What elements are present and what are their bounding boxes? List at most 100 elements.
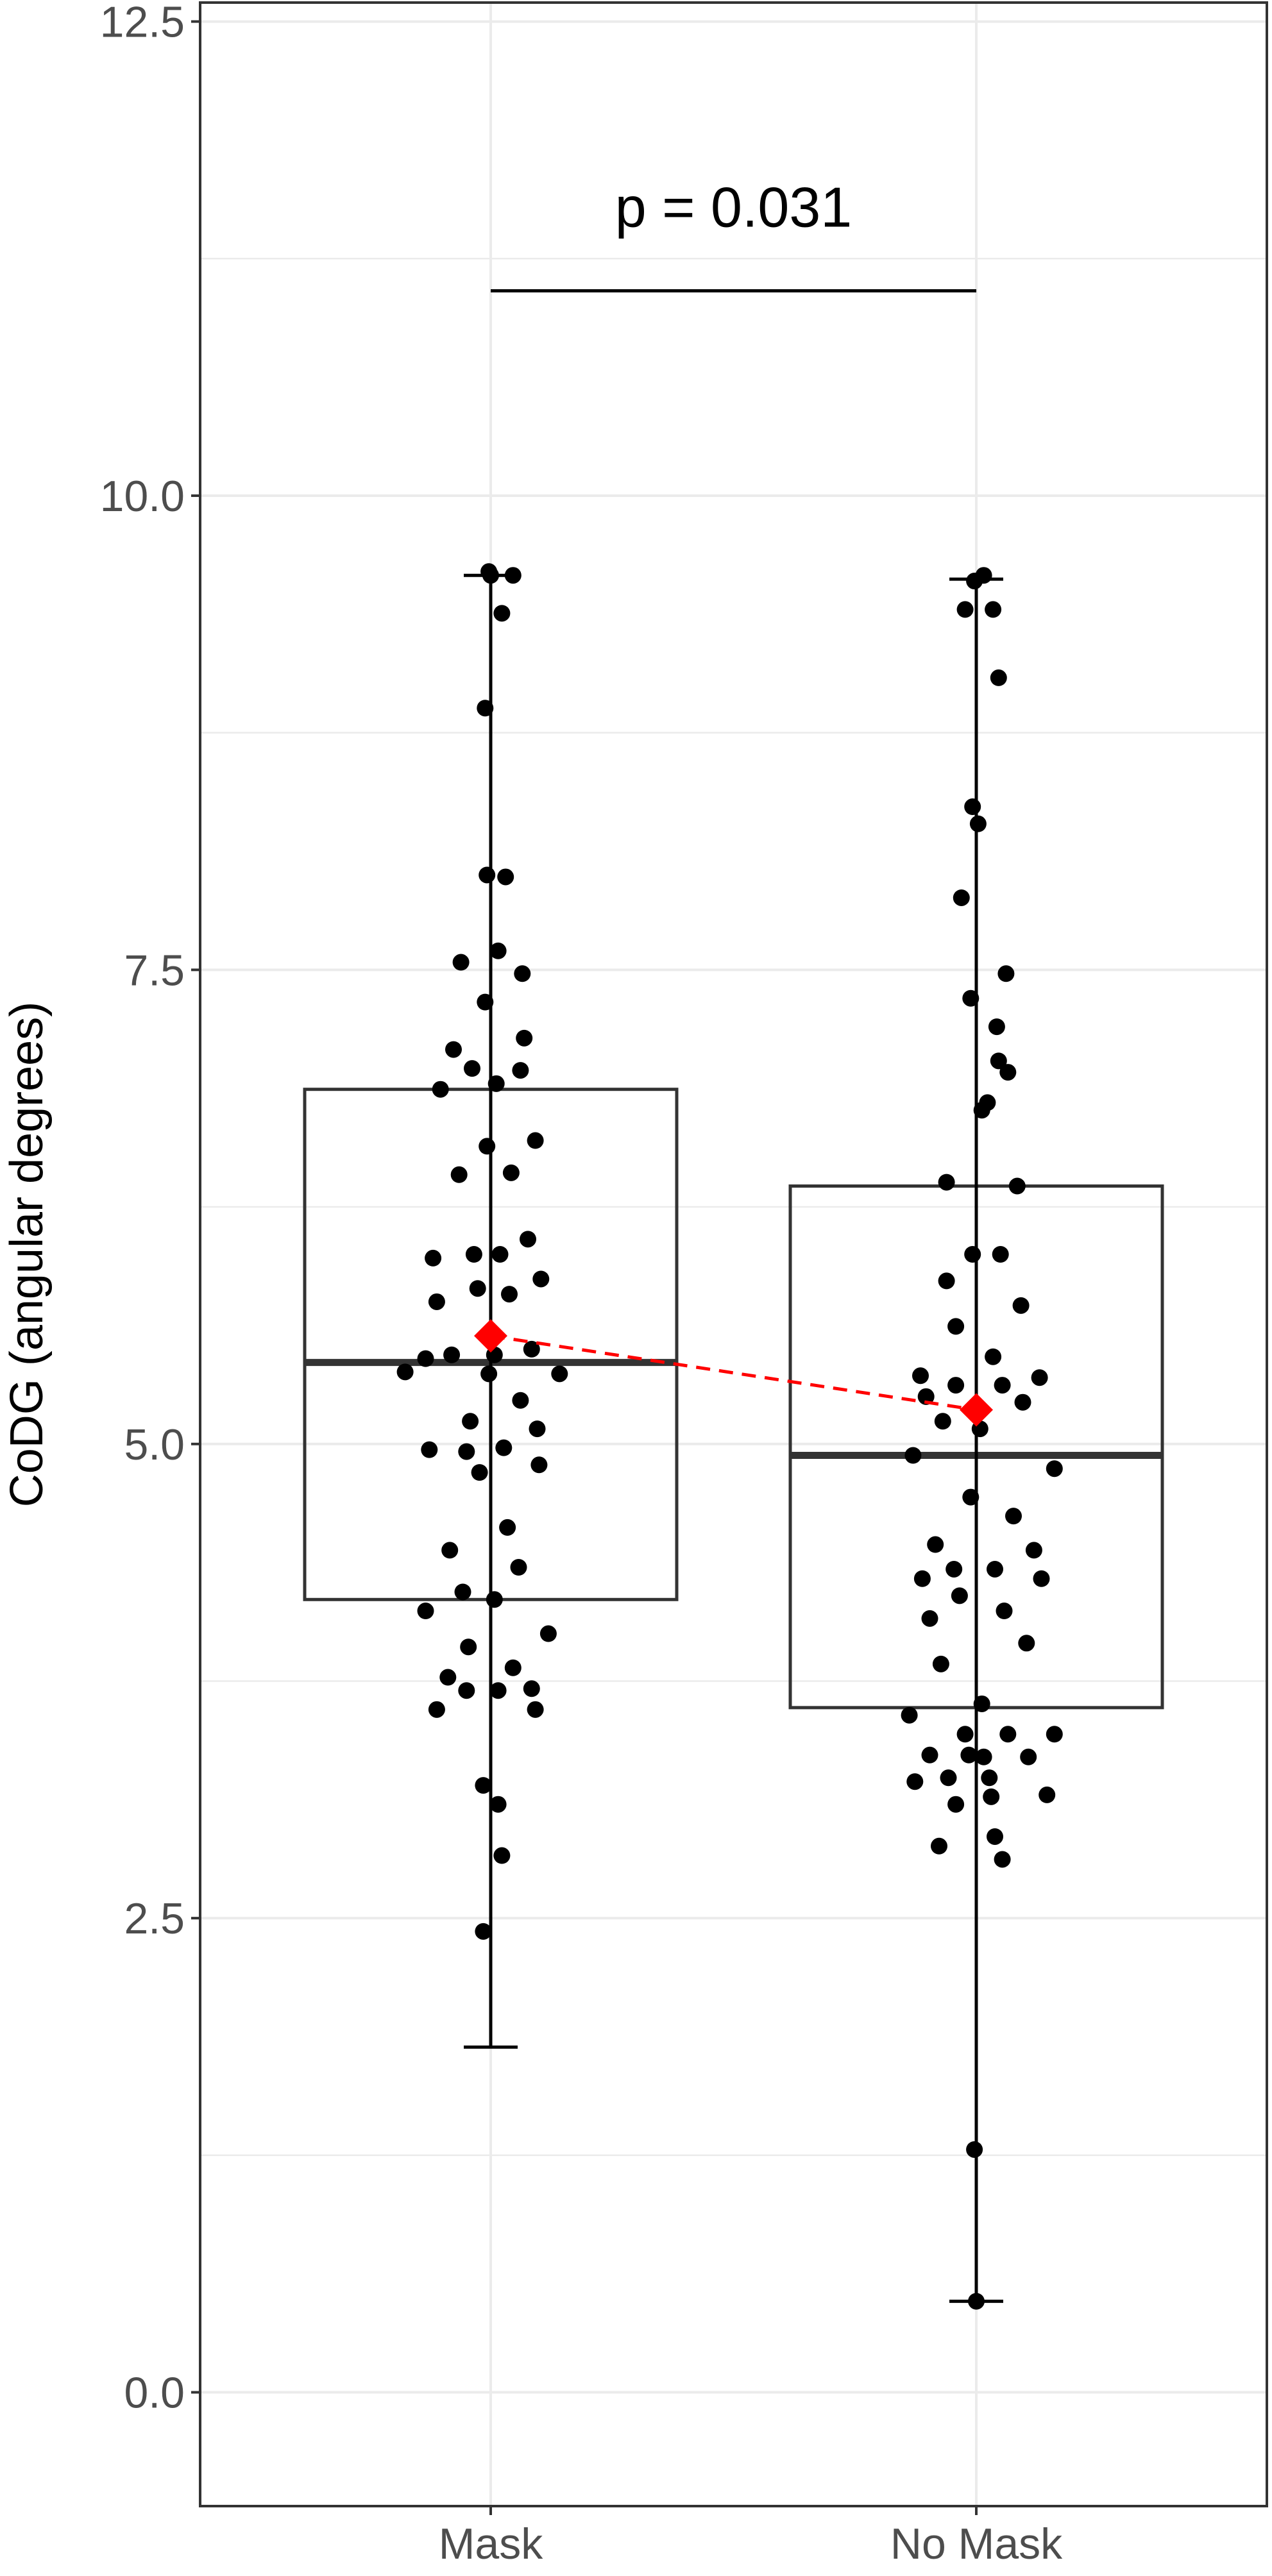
data-point: [499, 1519, 516, 1536]
x-tick-label: Mask: [439, 2520, 543, 2568]
data-point: [947, 1318, 965, 1335]
data-point: [475, 1777, 492, 1794]
data-point: [921, 1610, 938, 1627]
data-point: [462, 1413, 479, 1430]
y-axis-title: CoDG (angular degrees): [1, 1002, 53, 1507]
data-point: [912, 1367, 929, 1385]
data-point: [441, 1542, 459, 1559]
data-point: [979, 1094, 996, 1111]
data-point: [479, 866, 496, 884]
data-point: [432, 1081, 449, 1098]
data-point: [990, 669, 1007, 686]
data-point: [938, 1174, 955, 1191]
data-point: [988, 1018, 1005, 1036]
data-point: [994, 1377, 1011, 1394]
data-point: [951, 1587, 968, 1604]
y-tick-label: 5.0: [124, 1420, 185, 1469]
data-point: [480, 1365, 498, 1383]
data-point: [491, 1246, 509, 1263]
data-point: [458, 1682, 475, 1699]
data-point: [489, 1796, 507, 1813]
data-point: [987, 1828, 1003, 1845]
data-point: [529, 1420, 546, 1438]
data-point: [469, 1280, 486, 1297]
data-point: [985, 601, 1002, 618]
data-point: [504, 1659, 522, 1676]
data-point: [927, 1536, 944, 1553]
mean-marker: [474, 1319, 507, 1353]
data-point: [940, 1769, 957, 1787]
data-point: [439, 1669, 457, 1686]
data-point: [975, 1748, 992, 1765]
data-point: [421, 1441, 438, 1458]
data-point: [999, 1726, 1017, 1743]
data-point: [956, 1726, 974, 1743]
data-point: [964, 798, 981, 816]
data-point: [1039, 1786, 1056, 1803]
data-point: [999, 1064, 1017, 1081]
data-point: [523, 1680, 540, 1697]
data-point: [454, 1583, 471, 1601]
data-point: [479, 1138, 496, 1155]
axis-layer: 0.0 2.5 5.0 7.5 10.0 12.5 Mask No Mask: [100, 0, 1064, 2568]
data-point: [987, 1560, 1003, 1578]
data-point: [460, 1638, 477, 1656]
data-point: [996, 1603, 1013, 1620]
data-point: [966, 2141, 983, 2158]
data-point: [962, 1488, 979, 1506]
data-point: [981, 1769, 998, 1787]
data-point: [969, 815, 987, 832]
data-point: [938, 1272, 955, 1290]
data-point: [489, 1682, 507, 1699]
data-point: [946, 1560, 963, 1578]
data-point: [502, 1164, 520, 1181]
data-point: [514, 965, 531, 982]
data-point: [1005, 1508, 1022, 1525]
mean-connector-line: [490, 1334, 977, 1411]
grid-layer: [200, 3, 1267, 2506]
data-point: [516, 1029, 533, 1047]
y-tick-label: 0.0: [124, 2369, 185, 2418]
data-point: [458, 1443, 475, 1460]
data-point: [968, 2293, 985, 2310]
data-point: [445, 1041, 462, 1058]
p-value-label: p = 0.031: [615, 176, 852, 239]
data-point: [973, 1695, 990, 1712]
y-tick-label: 7.5: [124, 946, 185, 995]
data-point: [917, 1388, 935, 1405]
data-point: [475, 1923, 492, 1940]
data-point: [477, 700, 494, 717]
data-point: [539, 1625, 557, 1642]
data-point: [1018, 1635, 1035, 1652]
data-point: [551, 1365, 568, 1383]
data-point: [1020, 1748, 1037, 1765]
data-point: [975, 567, 992, 584]
data-point: [960, 1746, 978, 1764]
data-point: [1014, 1393, 1031, 1411]
data-point: [486, 1591, 503, 1608]
data-point: [417, 1603, 434, 1620]
data-point: [396, 1363, 414, 1381]
annotation-layer: p = 0.031: [491, 176, 976, 293]
data-point: [962, 989, 979, 1007]
data-point: [1031, 1369, 1048, 1386]
point-layer: [396, 563, 1063, 2310]
data-point: [997, 965, 1015, 982]
data-point: [983, 1788, 1000, 1805]
y-tick-label: 2.5: [124, 1894, 185, 1943]
box-no-mask: [788, 577, 1164, 2303]
data-point: [493, 605, 511, 622]
data-point: [532, 1270, 550, 1288]
mean-marker: [960, 1393, 993, 1427]
data-point: [495, 1439, 513, 1456]
data-point: [512, 1392, 529, 1409]
data-point: [990, 1052, 1007, 1070]
data-point: [956, 601, 974, 618]
data-point: [964, 1246, 981, 1263]
data-point: [477, 993, 494, 1011]
data-point: [510, 1559, 527, 1576]
data-point: [489, 942, 507, 959]
data-point: [497, 868, 514, 886]
data-point: [1046, 1460, 1063, 1477]
data-point: [1008, 1177, 1026, 1195]
